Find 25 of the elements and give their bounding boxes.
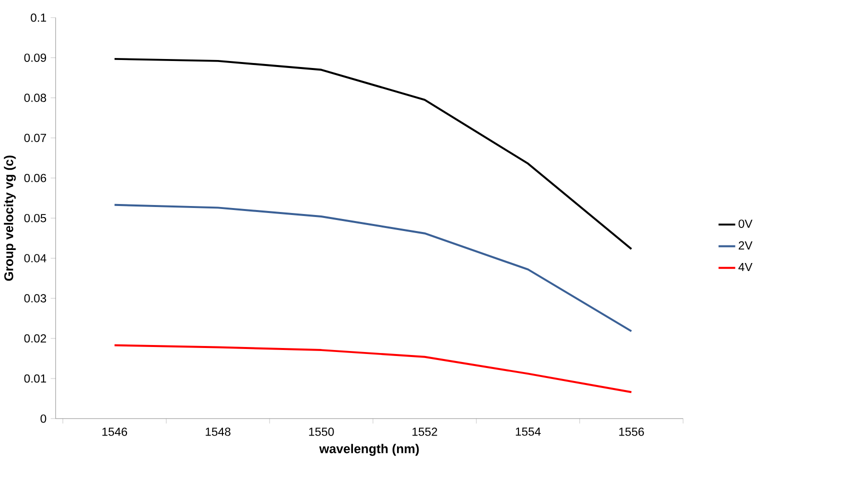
x-tick-label: 1546	[102, 428, 128, 436]
x-tick-label: 1550	[309, 428, 334, 436]
line-series	[114, 58, 632, 250]
legend-label: 2V	[738, 241, 752, 250]
y-tick-label: 0.1	[30, 13, 46, 22]
y-tick-label: 0.07	[24, 134, 46, 142]
y-tick-label: 0.02	[24, 334, 46, 342]
x-axis-title: wavelength (nm)	[319, 444, 419, 456]
x-tick-label: 1556	[619, 428, 644, 436]
y-axis-title: Group velocity vg (c)	[4, 156, 16, 281]
y-tick-label: 0.09	[24, 54, 46, 62]
y-tick-label: 0.03	[24, 294, 46, 302]
legend-label: 0V	[738, 220, 752, 228]
x-tick-label: 1548	[206, 428, 230, 436]
y-tick-label: 0	[40, 414, 46, 423]
line-series	[114, 344, 632, 394]
y-tick-label: 0.08	[24, 94, 46, 102]
line-series	[114, 204, 632, 332]
y-tick-label: 0.05	[24, 214, 46, 222]
x-tick-label: 1554	[516, 428, 541, 436]
x-tick-label: 1552	[412, 428, 438, 436]
y-tick-label: 0.06	[24, 174, 46, 182]
y-tick-label: 0.04	[24, 254, 46, 262]
y-tick-label: 0.01	[24, 374, 46, 383]
legend-label: 4V	[738, 262, 752, 271]
